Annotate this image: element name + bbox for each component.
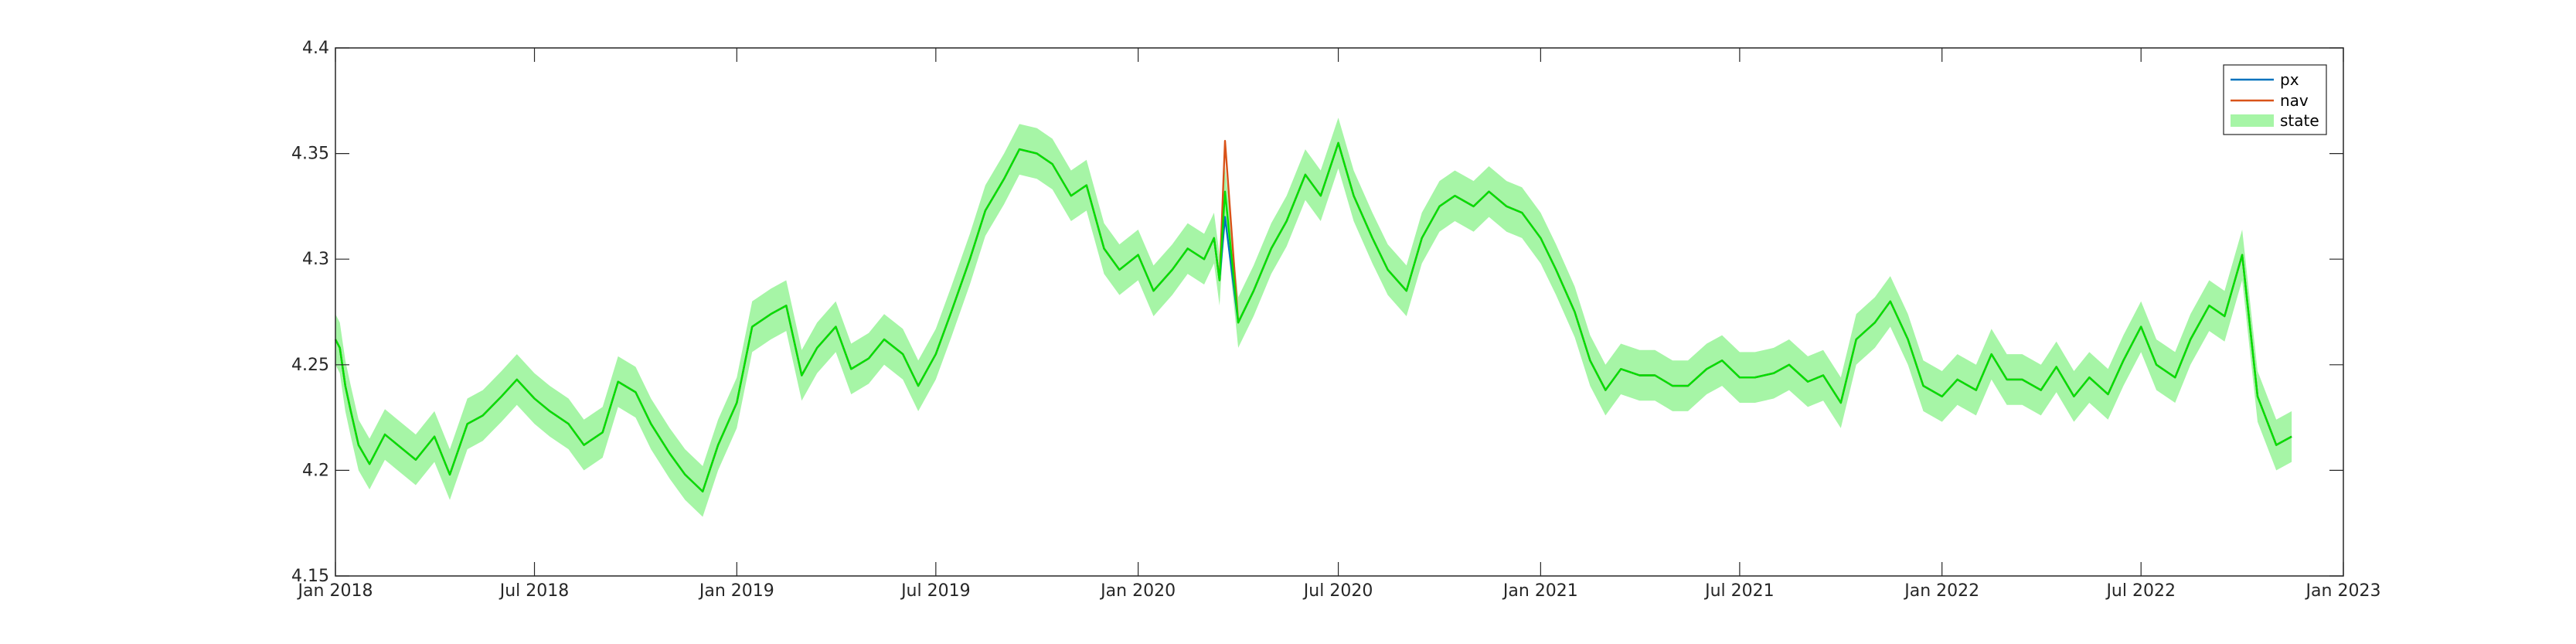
y-tick-label-1: 4.2 bbox=[302, 461, 329, 480]
x-tick-label-10: Jan 2023 bbox=[2305, 581, 2381, 601]
series-line-state bbox=[334, 141, 2292, 492]
x-tick-label-2: Jan 2019 bbox=[698, 581, 774, 601]
x-tick-label-7: Jul 2021 bbox=[1703, 581, 1775, 601]
y-axis: 4.15 4.2 4.25 4.3 4.35 4.4 bbox=[291, 39, 2343, 586]
legend-swatch-state bbox=[2231, 114, 2274, 127]
x-tick-label-1: Jul 2018 bbox=[499, 581, 570, 601]
plot-frame bbox=[335, 47, 2344, 577]
y-tick-label-2: 4.25 bbox=[291, 356, 329, 375]
y-tick-label-3: 4.3 bbox=[302, 250, 329, 269]
y-tick-label-0: 4.15 bbox=[291, 567, 329, 586]
state-band bbox=[335, 118, 2292, 517]
legend-label-state: state bbox=[2280, 111, 2319, 130]
legend-label-nav: nav bbox=[2280, 91, 2309, 110]
x-tick-label-3: Jul 2019 bbox=[900, 581, 971, 601]
legend: px nav state bbox=[2223, 64, 2327, 135]
x-tick-label-4: Jan 2020 bbox=[1099, 581, 1176, 601]
y-tick-label-4: 4.35 bbox=[291, 145, 329, 164]
x-axis: Jan 2018 Jul 2018 Jan 2019 Jul 2019 Jan 2020… bbox=[297, 48, 2381, 601]
x-tick-label-9: Jul 2022 bbox=[2105, 581, 2176, 601]
legend-label-px: px bbox=[2280, 70, 2299, 89]
x-tick-label-5: Jul 2020 bbox=[1302, 581, 1373, 601]
x-tick-label-0: Jan 2018 bbox=[297, 581, 373, 601]
y-tick-label-5: 4.4 bbox=[302, 39, 329, 58]
series-lines-layer bbox=[334, 139, 2292, 492]
x-tick-label-8: Jan 2022 bbox=[1903, 581, 1979, 601]
state-confidence-band-layer bbox=[335, 118, 2292, 517]
x-tick-label-6: Jan 2021 bbox=[1502, 581, 1578, 601]
